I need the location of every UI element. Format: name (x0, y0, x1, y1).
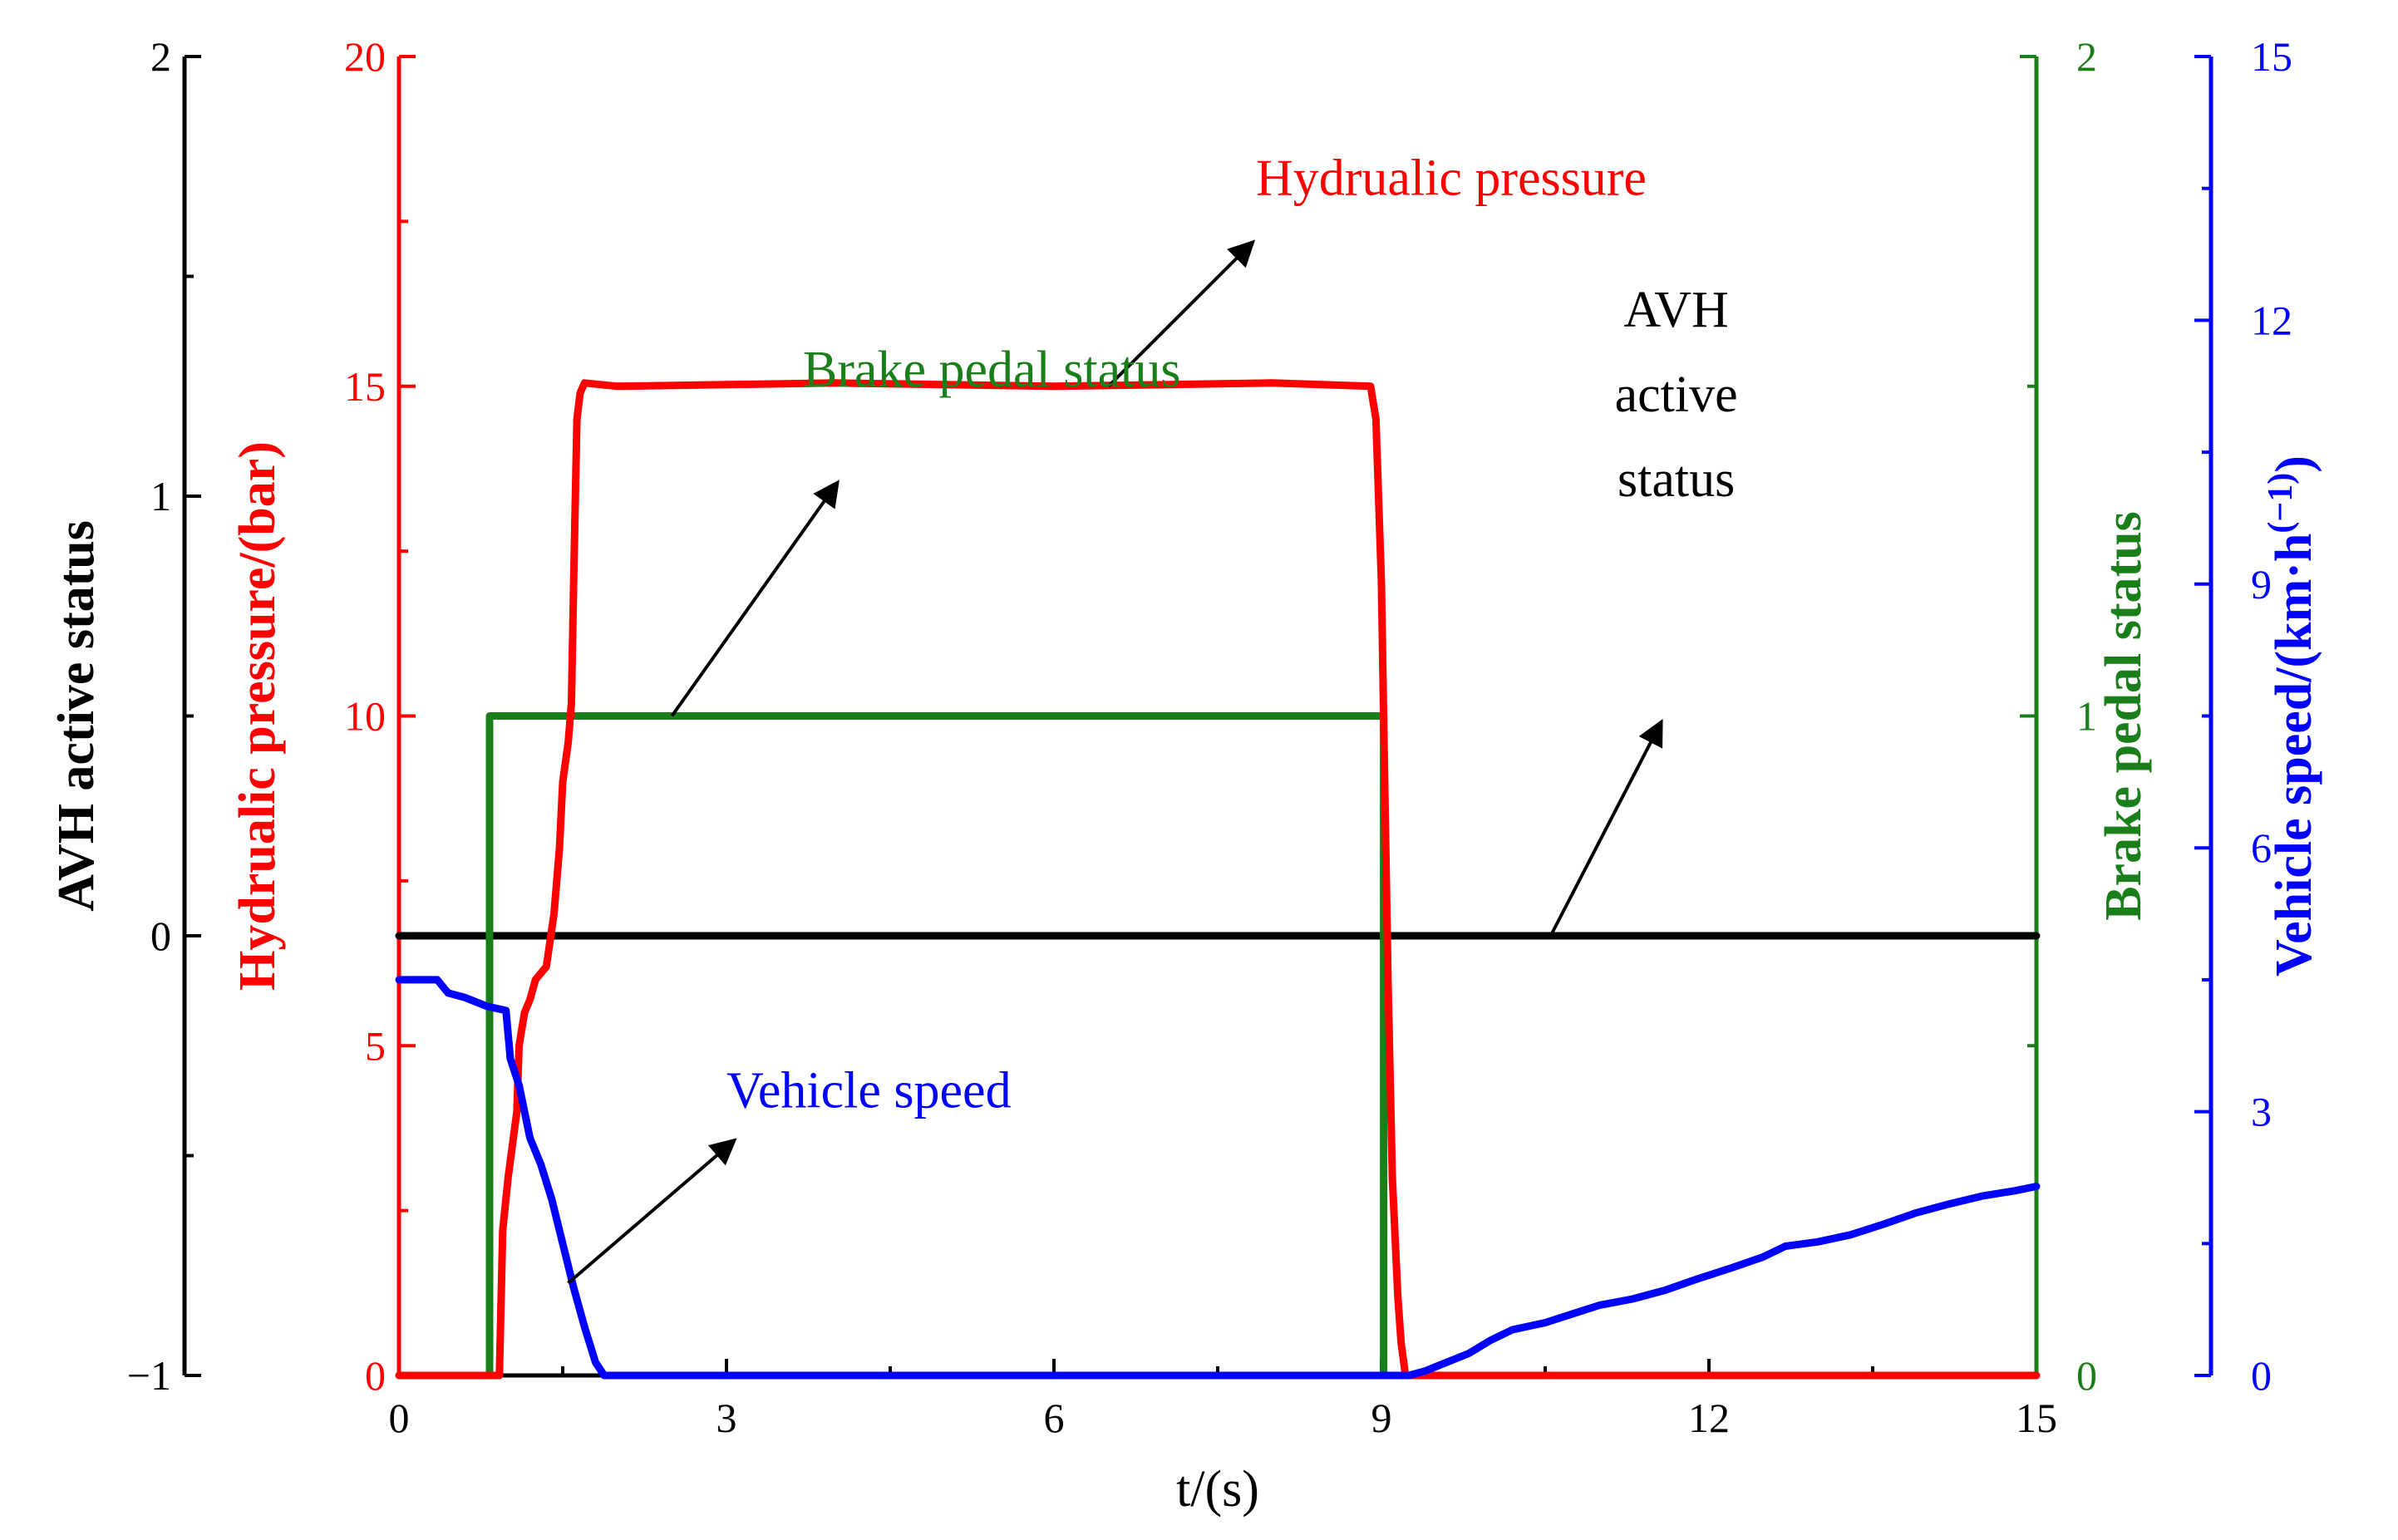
speed-axis-title: Vehicle speed/(km·h(−1)) (2262, 455, 2322, 977)
speed-axis-tick-label: 6 (2251, 824, 2272, 871)
pressure-axis-tick-label: 5 (365, 1022, 386, 1069)
x-tick-label: 15 (2016, 1395, 2057, 1441)
annotation-label-brake-pedal-status: Brake pedal status (803, 342, 1181, 398)
annotation-arrow-vehicle-speed (567, 1138, 737, 1285)
speed-axis-tick-label: 9 (2251, 561, 2272, 608)
annotation-label-avh-active-status: AVH (1623, 282, 1728, 338)
series-hydrualic-pressure (395, 379, 2041, 1380)
pedal-axis-title: Brake pedal status (2095, 511, 2152, 921)
speed-axis-tick-label: 0 (2251, 1352, 2272, 1399)
avh-axis-tick-label: 2 (150, 33, 171, 80)
series-vehicle-speed (395, 976, 2041, 1380)
pressure-axis-tick-label: 10 (344, 693, 386, 740)
x-tick-label: 9 (1371, 1395, 1392, 1441)
speed-axis-title-exponent: (−1) (2262, 473, 2300, 534)
speed-axis-title-main: Vehicle speed/(km·h (2266, 534, 2322, 977)
annotation-arrow-brake-pedal-status (670, 480, 840, 717)
speed-axis-tick-label: 3 (2251, 1089, 2272, 1135)
annotation-label-hydrualic-pressure: Hydrualic pressure (1256, 150, 1647, 207)
avh-axis-tick-label: 0 (150, 913, 171, 959)
annotation-arrow-avh-active-status (1549, 718, 1663, 937)
speed-axis-tick-label: 15 (2251, 33, 2292, 80)
pressure-axis-tick-label: 15 (344, 363, 386, 410)
series-brake-pedal-status (395, 712, 2041, 1380)
speed-axis-title-close: ) (2266, 455, 2322, 473)
pedal-axis-tick-label: 1 (2076, 693, 2097, 740)
speed-axis-tick-label: 12 (2251, 297, 2292, 343)
annotation-arrow-hydrualic-pressure (1107, 239, 1256, 388)
avh-axis-tick-label: −1 (127, 1352, 171, 1399)
annotation-label-vehicle-speed: Vehicle speed (726, 1062, 1012, 1119)
x-tick-label: 0 (389, 1395, 410, 1441)
x-tick-label: 6 (1044, 1395, 1065, 1441)
pedal-axis-tick-label: 2 (2076, 33, 2097, 80)
pedal-axis-tick-label: 0 (2076, 1352, 2097, 1399)
avh-axis-title: AVH active status (48, 520, 105, 912)
pressure-axis-title: Hydrualic pressure/(bar) (229, 441, 286, 991)
x-tick-label: 3 (716, 1395, 737, 1441)
x-axis-title: t/(s) (1176, 1461, 1259, 1518)
avh-axis-tick-label: 1 (150, 473, 171, 519)
pressure-axis-tick-label: 20 (344, 33, 386, 80)
annotation-label-avh-active-status: active (1615, 367, 1738, 423)
x-tick-label: 12 (1688, 1395, 1730, 1441)
annotation-label-avh-active-status: status (1618, 451, 1735, 508)
pressure-axis-tick-label: 0 (365, 1352, 386, 1399)
